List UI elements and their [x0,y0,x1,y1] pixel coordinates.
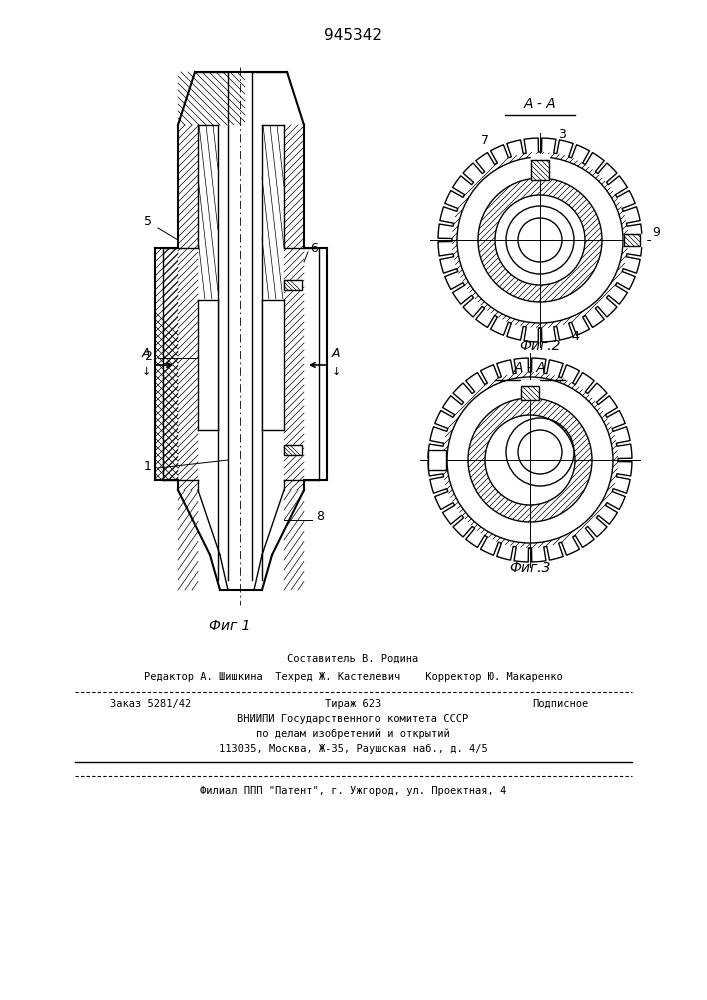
Text: 8: 8 [316,510,324,523]
Polygon shape [521,380,539,400]
Text: A - A: A - A [524,97,556,111]
Polygon shape [262,300,284,430]
Text: ↓: ↓ [141,367,151,377]
Bar [624,234,640,246]
Text: 5: 5 [144,215,152,228]
Bar [531,160,549,180]
Text: ↓: ↓ [332,367,341,377]
Text: A - A: A - A [513,361,547,375]
Text: 9: 9 [652,226,660,239]
Text: A: A [332,347,340,360]
Text: 945342: 945342 [324,27,382,42]
Text: Филиал ППП "Патент", г. Ужгород, ул. Проектная, 4: Филиал ППП "Патент", г. Ужгород, ул. Про… [200,786,506,796]
Text: по делам изобретений и открытий: по делам изобретений и открытий [256,728,450,739]
Text: Фиг.3: Фиг.3 [509,561,551,575]
Bar [521,386,539,400]
Text: Фиг 1: Фиг 1 [209,619,251,633]
Text: 2: 2 [144,350,152,363]
Text: Заказ 5281/42: Заказ 5281/42 [110,699,192,709]
Text: Редактор А. Шишкина  Техред Ж. Кастелевич    Корректор Ю. Макаренко: Редактор А. Шишкина Техред Ж. Кастелевич… [144,672,562,682]
Polygon shape [198,300,218,430]
Polygon shape [624,234,646,246]
Bar [284,280,302,290]
Text: 1: 1 [144,460,152,473]
Text: 3: 3 [558,128,566,141]
Text: 6: 6 [310,242,318,255]
Text: 113035, Москва, Ж-35, Раушская наб., д. 4/5: 113035, Москва, Ж-35, Раушская наб., д. … [218,744,487,754]
Text: Подписное: Подписное [532,699,588,709]
Text: Составитель В. Родина: Составитель В. Родина [287,654,419,664]
Polygon shape [531,154,549,180]
Text: A: A [141,347,151,360]
Bar [284,445,302,455]
Text: Тираж 623: Тираж 623 [325,699,381,709]
Bar [428,450,446,470]
Text: 4: 4 [571,330,579,343]
Text: 7: 7 [481,134,489,147]
Text: ВНИИПИ Государственного комитета СССР: ВНИИПИ Государственного комитета СССР [238,714,469,724]
Text: Фиг.2: Фиг.2 [519,339,561,353]
Polygon shape [284,445,302,455]
Polygon shape [284,280,302,290]
